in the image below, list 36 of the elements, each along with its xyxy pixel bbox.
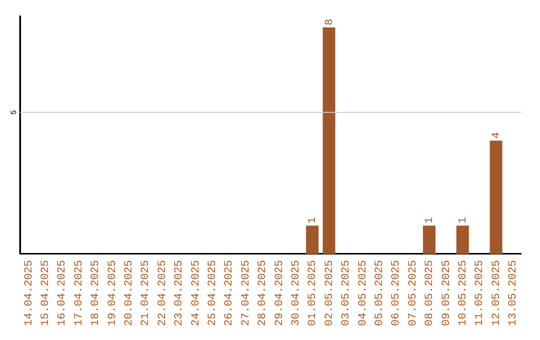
x-tick-label: 03.05.2025	[340, 260, 353, 326]
x-tick-label: 20.04.2025	[123, 260, 136, 326]
x-tick-label: 02.05.2025	[324, 260, 336, 326]
data-label: 4	[490, 132, 503, 139]
x-tick-label: 23.04.2025	[174, 260, 186, 326]
x-tick-label: 21.04.2025	[140, 260, 152, 326]
x-tick-label: 29.04.2025	[274, 260, 286, 326]
x-tick-label: 12.05.2025	[490, 260, 503, 326]
x-tick-label: 25.04.2025	[206, 260, 219, 326]
x-tick-label: 26.04.2025	[224, 260, 236, 326]
data-label: 1	[307, 216, 320, 224]
x-tick-label: 13.05.2025	[508, 260, 520, 326]
x-tick-label: 28.04.2025	[257, 260, 270, 326]
x-tick-label: 05.05.2025	[374, 260, 386, 326]
x-tick-label: 11.05.2025	[474, 260, 486, 326]
data-label: 1	[424, 216, 436, 224]
x-tick-label: 16.04.2025	[56, 260, 69, 326]
x-tick-label: 27.04.2025	[240, 260, 252, 326]
x-tick-label: 14.04.2025	[23, 260, 36, 326]
ref-line-label: 5	[10, 110, 20, 115]
x-tick-label: 30.04.2025	[290, 260, 303, 326]
x-tick-label: 07.05.2025	[407, 260, 420, 326]
x-tick-label: 10.05.2025	[458, 260, 470, 326]
x-tick-label: 19.04.2025	[106, 260, 119, 326]
x-tick-label: 15.04.2025	[40, 260, 52, 326]
x-tick-label: 09.05.2025	[440, 260, 453, 326]
x-tick-label: 08.05.2025	[424, 260, 436, 326]
x-tick-label: 06.05.2025	[390, 260, 403, 326]
x-tick-label: 17.04.2025	[73, 260, 86, 326]
data-label: 8	[324, 18, 336, 26]
x-tick-label: 18.04.2025	[90, 260, 102, 326]
data-label: 1	[458, 216, 470, 224]
x-tick-label: 04.05.2025	[357, 260, 370, 326]
x-tick-label: 24.04.2025	[190, 260, 202, 326]
x-tick-label: 22.04.2025	[156, 260, 169, 326]
x-tick-label: 01.05.2025	[307, 260, 320, 326]
